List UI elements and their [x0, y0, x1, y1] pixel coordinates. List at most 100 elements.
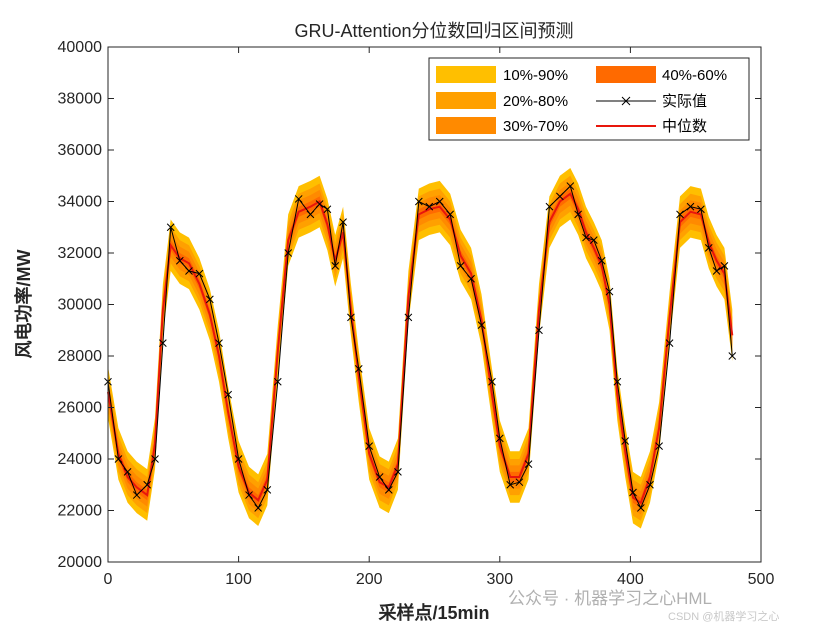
actual-point — [245, 491, 253, 499]
actual-point — [425, 202, 434, 211]
legend: 10%-90% 20%-80% 30%-70% 40%-60% 实际值 中位数 — [428, 57, 750, 141]
actual-point — [506, 480, 515, 489]
legend-swatch-band-30-70 — [436, 117, 496, 134]
actual-point — [446, 210, 455, 219]
actual-point — [665, 339, 674, 347]
median-line — [107, 192, 734, 505]
x-axis-label: 采样点/15min — [377, 602, 489, 623]
x-tick-label: 100 — [225, 571, 252, 588]
actual-point — [589, 236, 598, 244]
y-axis-label: 风电功率/MW — [13, 249, 34, 358]
actual-point — [605, 287, 614, 296]
x-tick-label: 0 — [104, 571, 113, 588]
axis-ticks: 0 100 200 300 400 500 20000 22000 24000 26000 2800… — [58, 39, 775, 588]
actual-point — [404, 313, 413, 322]
actual-point — [365, 442, 374, 450]
actual-point — [728, 352, 737, 360]
actual-point — [414, 197, 423, 206]
actual-point — [294, 195, 303, 203]
legend-label-band-30-70: 30%-70% — [503, 118, 568, 135]
actual-point — [545, 202, 554, 211]
actual-point — [114, 455, 123, 463]
actual-line — [107, 185, 733, 510]
chart-title: GRU-Attention分位数回归区间预测 — [294, 21, 573, 41]
actual-point — [263, 486, 272, 494]
actual-point — [704, 243, 713, 252]
y-tick-label: 28000 — [58, 348, 103, 365]
actual-point — [315, 200, 324, 208]
legend-swatch-band-40-60 — [596, 66, 656, 83]
actual-point — [347, 313, 355, 322]
y-tick-label: 32000 — [58, 245, 103, 262]
actual-point — [206, 295, 214, 304]
y-tick-label: 36000 — [58, 142, 103, 159]
actual-point — [629, 488, 637, 497]
actual-point — [613, 377, 622, 386]
actual-point — [215, 339, 223, 347]
x-tick-label: 400 — [617, 571, 644, 588]
y-tick-label: 22000 — [58, 503, 103, 520]
actual-point — [495, 434, 504, 443]
legend-label-actual: 实际值 — [662, 93, 707, 110]
actual-point — [394, 468, 402, 476]
actual-point — [646, 480, 654, 489]
legend-swatch-band-20-80 — [436, 92, 496, 109]
y-tick-label: 34000 — [58, 194, 103, 211]
actual-point — [151, 455, 159, 463]
actual-point — [323, 205, 332, 214]
y-tick-label: 38000 — [58, 91, 103, 108]
actual-point — [384, 486, 393, 494]
actual-point — [467, 274, 475, 283]
legend-swatch-band-10-90 — [436, 66, 496, 83]
actual-point — [166, 223, 175, 232]
actual-point — [123, 468, 132, 476]
actual-point — [185, 267, 193, 275]
y-tick-label: 30000 — [58, 297, 103, 314]
legend-label-band-40-60: 40%-60% — [662, 67, 727, 84]
actual-point — [143, 480, 152, 489]
actual-point — [331, 262, 340, 270]
actual-point — [175, 256, 184, 265]
y-tick-label: 24000 — [58, 451, 103, 468]
actual-point — [524, 460, 533, 469]
actual-point — [339, 218, 347, 226]
y-tick-label: 40000 — [58, 39, 103, 56]
actual-point — [224, 390, 233, 399]
actual-point — [234, 455, 243, 463]
actual-markers — [104, 182, 737, 512]
x-tick-label: 200 — [356, 571, 383, 588]
y-tick-label: 26000 — [58, 400, 103, 417]
legend-label-band-20-80: 20%-80% — [503, 93, 568, 110]
actual-point — [686, 202, 695, 211]
actual-point — [535, 326, 543, 335]
x-tick-label: 500 — [748, 571, 775, 588]
actual-point — [582, 233, 590, 242]
actual-point — [456, 262, 465, 270]
legend-label-band-10-90: 10%-90% — [503, 67, 568, 84]
actual-point — [306, 210, 315, 219]
actual-point — [273, 377, 282, 386]
actual-point — [132, 491, 141, 499]
actual-point — [636, 504, 645, 512]
actual-point — [354, 365, 363, 373]
legend-marker-actual — [621, 96, 631, 106]
actual-point — [655, 442, 663, 450]
watermark-sub: CSDN @机器学习之心 — [668, 609, 779, 623]
actual-point — [621, 437, 630, 445]
actual-point — [284, 249, 293, 257]
series-lines — [107, 185, 734, 510]
actual-point — [375, 473, 384, 481]
watermark: 公众号 · 机器学习之心HML CSDN @机器学习之心 — [508, 589, 779, 623]
actual-point — [712, 267, 721, 275]
actual-point — [720, 262, 729, 270]
actual-point — [566, 182, 575, 190]
actual-point — [574, 210, 583, 219]
watermark-main: 公众号 · 机器学习之心HML — [508, 589, 712, 608]
legend-label-median: 中位数 — [662, 118, 707, 135]
actual-point — [676, 210, 684, 219]
actual-point — [697, 205, 705, 214]
actual-point — [515, 478, 524, 487]
actual-point — [597, 256, 606, 265]
actual-point — [477, 321, 486, 329]
